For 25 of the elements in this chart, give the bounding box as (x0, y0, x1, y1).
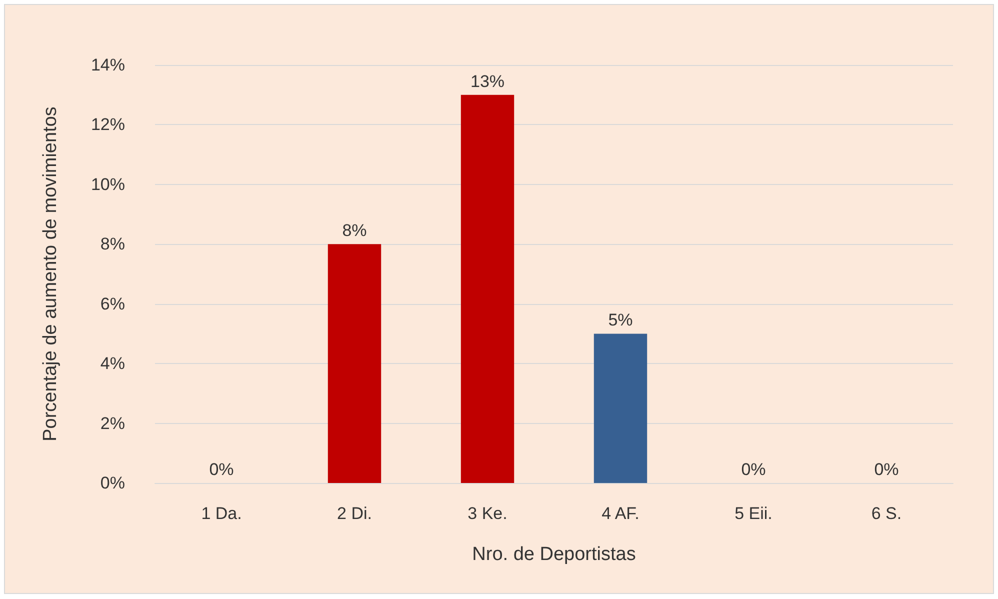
y-tick-label: 12% (90, 115, 125, 134)
data-label: 0% (741, 460, 766, 479)
y-tick-label: 0% (100, 474, 125, 492)
y-tick-label: 2% (100, 414, 125, 433)
y-tick-label: 4% (100, 354, 125, 374)
y-tick-label: 14% (90, 56, 125, 74)
y-tick-label: 8% (100, 234, 125, 254)
data-label: 0% (874, 460, 899, 479)
data-label: 5% (608, 310, 633, 330)
bar (328, 244, 382, 483)
y-tick-label: 10% (90, 174, 125, 194)
x-tick-label: 5 Eii. (734, 504, 772, 523)
data-label: 8% (342, 221, 367, 240)
x-tick-label: 3 Ke. (468, 504, 508, 523)
y-axis-title: Porcentaje de aumento de movimientos (40, 106, 61, 442)
bar (460, 94, 514, 483)
x-tick-label: 2 Di. (337, 504, 372, 523)
data-label: 0% (209, 460, 234, 479)
bar (594, 334, 648, 483)
x-tick-label: 4 AF. (602, 504, 640, 523)
x-tick-label: 1 Da. (201, 504, 242, 523)
y-tick-label: 6% (100, 294, 125, 314)
data-label: 13% (470, 72, 505, 91)
x-tick-label: 6 S. (871, 504, 902, 523)
x-axis-title: Nro. de Deportistas (472, 544, 636, 565)
